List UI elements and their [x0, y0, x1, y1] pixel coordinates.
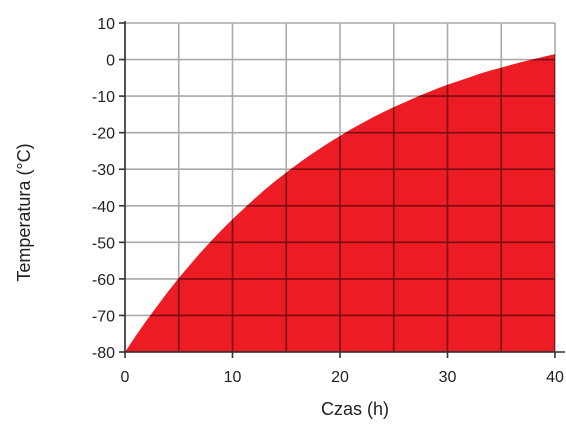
y-axis-ticks: 10 0 -10 -20 -30 -40 -50 -60 -70 -80	[92, 16, 125, 362]
x-axis-title: Czas (h)	[321, 399, 389, 419]
x-tick-label: 30	[439, 369, 457, 386]
x-tick-label: 10	[224, 369, 242, 386]
y-tick-label: -80	[92, 345, 115, 362]
y-tick-label: -30	[92, 162, 115, 179]
x-axis-ticks: 0 10 20 30 40	[121, 352, 564, 386]
y-tick-label: -50	[92, 235, 115, 252]
x-tick-label: 40	[546, 369, 564, 386]
x-tick-label: 20	[331, 369, 349, 386]
y-tick-label: -20	[92, 126, 115, 143]
y-tick-label: -70	[92, 308, 115, 325]
y-tick-label: 0	[106, 53, 115, 70]
x-tick-label: 0	[121, 369, 130, 386]
y-tick-label: -60	[92, 272, 115, 289]
y-tick-label: 10	[97, 16, 115, 33]
y-tick-label: -40	[92, 199, 115, 216]
y-axis-title: Temperatura (°C)	[14, 143, 34, 281]
axes	[124, 21, 565, 353]
y-tick-label: -10	[92, 89, 115, 106]
